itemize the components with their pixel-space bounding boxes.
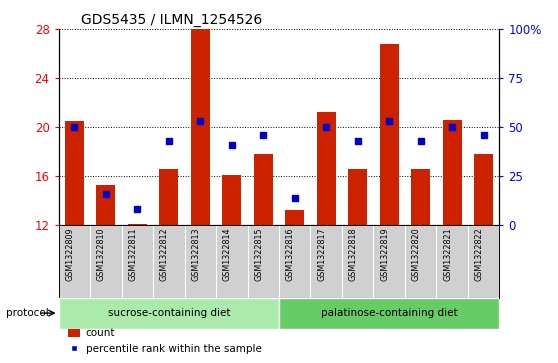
- Text: GSM1322817: GSM1322817: [318, 227, 326, 281]
- Text: GSM1322822: GSM1322822: [475, 227, 484, 281]
- Bar: [191, 26, 210, 225]
- Text: GSM1322821: GSM1322821: [443, 227, 452, 281]
- Text: protocol: protocol: [6, 308, 49, 318]
- Bar: [317, 113, 336, 225]
- Text: GSM1322818: GSM1322818: [349, 227, 358, 281]
- Bar: [65, 121, 84, 225]
- Bar: [160, 169, 178, 225]
- Bar: [348, 169, 367, 225]
- Bar: [442, 120, 461, 225]
- Bar: [411, 169, 430, 225]
- Bar: [279, 298, 499, 329]
- Text: GSM1322814: GSM1322814: [223, 227, 232, 281]
- Text: GDS5435 / ILMN_1254526: GDS5435 / ILMN_1254526: [80, 13, 262, 26]
- Text: GSM1322813: GSM1322813: [191, 227, 200, 281]
- Bar: [474, 154, 493, 225]
- Bar: [380, 44, 398, 225]
- Text: palatinose-containing diet: palatinose-containing diet: [321, 308, 458, 318]
- Bar: [254, 154, 273, 225]
- Text: GSM1322820: GSM1322820: [412, 227, 421, 281]
- Text: GSM1322815: GSM1322815: [254, 227, 263, 281]
- Bar: [97, 185, 116, 225]
- Text: GSM1322812: GSM1322812: [160, 227, 169, 281]
- Text: sucrose-containing diet: sucrose-containing diet: [108, 308, 230, 318]
- Bar: [222, 175, 241, 225]
- Bar: [128, 224, 147, 225]
- Legend: count, percentile rank within the sample: count, percentile rank within the sample: [64, 324, 266, 358]
- Text: GSM1322819: GSM1322819: [380, 227, 389, 281]
- Text: GSM1322809: GSM1322809: [65, 227, 74, 281]
- Text: GSM1322811: GSM1322811: [128, 227, 137, 281]
- Bar: [285, 211, 304, 225]
- Text: GSM1322816: GSM1322816: [286, 227, 295, 281]
- Text: GSM1322810: GSM1322810: [97, 227, 106, 281]
- Bar: [59, 298, 279, 329]
